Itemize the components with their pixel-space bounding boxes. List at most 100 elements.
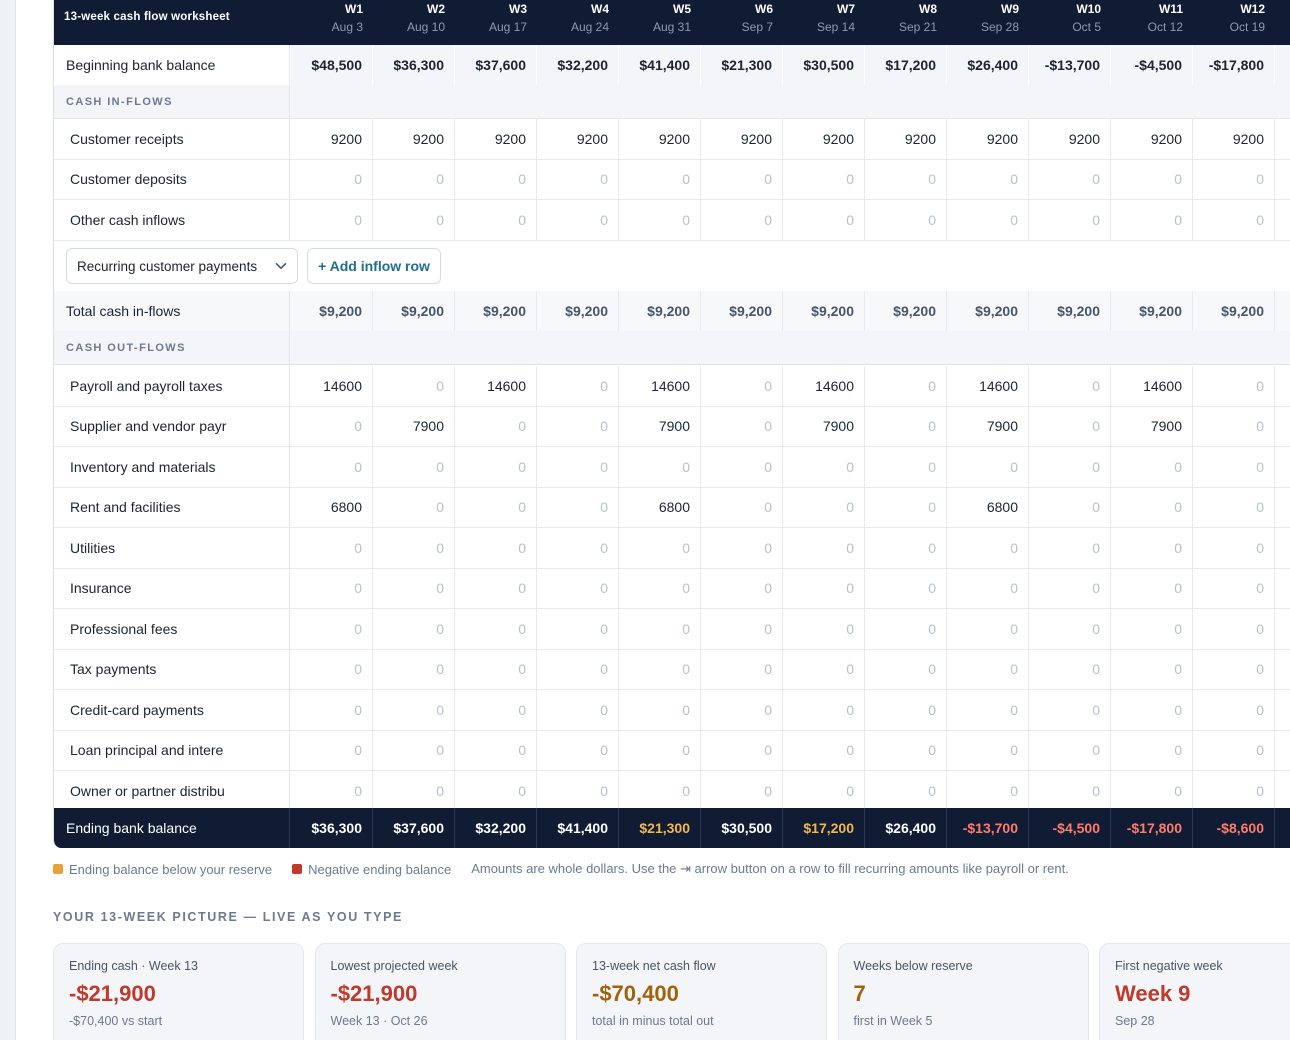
outflow-amount-input[interactable]: 0 (1029, 730, 1111, 770)
outflow-amount-input[interactable]: 0 (1193, 770, 1275, 811)
outflow-amount-input[interactable]: 0 (455, 608, 537, 649)
inflow-amount-input[interactable]: 9200 (455, 118, 537, 159)
outflow-amount-input[interactable]: 0 (455, 527, 537, 568)
outflow-amount-input[interactable]: 0 (537, 608, 619, 649)
outflow-amount-input[interactable]: 0 (537, 365, 619, 406)
outflow-amount-input[interactable]: 0 (291, 527, 373, 568)
outflow-amount-input[interactable]: 0 (783, 689, 865, 730)
outflow-amount-input[interactable]: 0 (619, 527, 701, 568)
inflow-amount-input[interactable]: 0 (373, 199, 455, 240)
outflow-amount-input[interactable]: 0 (455, 730, 537, 770)
outflow-amount-input[interactable]: 0 (537, 568, 619, 608)
inflow-amount-input[interactable]: 0 (619, 199, 701, 240)
outflow-amount-input[interactable]: 0 (537, 446, 619, 487)
outflow-amount-input[interactable]: 0 (1111, 487, 1193, 527)
outflow-amount-input[interactable]: 0 (619, 649, 701, 689)
inflow-amount-input[interactable]: 9200 (1193, 118, 1275, 159)
outflow-amount-input[interactable]: 0 (619, 689, 701, 730)
outflow-amount-input[interactable]: 0 (947, 770, 1029, 811)
outflow-amount-input[interactable]: 0 (865, 689, 947, 730)
outflow-amount-input[interactable]: 0 (783, 770, 865, 811)
outflow-amount-input[interactable]: 0 (1111, 446, 1193, 487)
outflow-amount-input[interactable]: 0 (1111, 649, 1193, 689)
add-inflow-row-button[interactable]: + Add inflow row (307, 248, 441, 284)
outflow-amount-input[interactable]: 0 (701, 487, 783, 527)
inflow-amount-input[interactable]: 0 (865, 159, 947, 199)
outflow-amount-input[interactable]: 0 (783, 568, 865, 608)
outflow-amount-input[interactable]: 0 (291, 730, 373, 770)
inflow-amount-input[interactable]: 0 (865, 199, 947, 240)
inflow-amount-input[interactable]: 0 (619, 159, 701, 199)
outflow-amount-input[interactable]: 7900 (783, 406, 865, 446)
outflow-amount-input[interactable]: 0 (373, 365, 455, 406)
outflow-amount-input[interactable]: 0 (1029, 446, 1111, 487)
inflow-amount-input[interactable]: 0 (537, 199, 619, 240)
outflow-amount-input[interactable]: 0 (783, 487, 865, 527)
outflow-amount-input[interactable]: 0 (455, 568, 537, 608)
outflow-amount-input[interactable]: 0 (865, 730, 947, 770)
outflow-amount-input[interactable]: 0 (373, 527, 455, 568)
outflow-amount-input[interactable]: 0 (537, 487, 619, 527)
outflow-amount-input[interactable]: 7900 (619, 406, 701, 446)
outflow-amount-input[interactable]: 0 (1111, 730, 1193, 770)
outflow-amount-input[interactable]: 0 (1111, 608, 1193, 649)
outflow-amount-input[interactable]: 7900 (373, 406, 455, 446)
inflow-amount-input[interactable]: 0 (1111, 159, 1193, 199)
outflow-amount-input[interactable]: 14600 (947, 365, 1029, 406)
outflow-amount-input[interactable]: 0 (865, 527, 947, 568)
outflow-amount-input[interactable]: 0 (701, 446, 783, 487)
outflow-amount-input[interactable]: 14600 (455, 365, 537, 406)
outflow-amount-input[interactable]: 0 (947, 527, 1029, 568)
outflow-amount-input[interactable]: 0 (291, 689, 373, 730)
outflow-amount-input[interactable]: 0 (455, 649, 537, 689)
outflow-amount-input[interactable]: 0 (1029, 689, 1111, 730)
outflow-amount-input[interactable]: 14600 (291, 365, 373, 406)
inflow-amount-input[interactable]: 0 (291, 159, 373, 199)
outflow-amount-input[interactable]: 0 (701, 365, 783, 406)
outflow-amount-input[interactable]: 0 (947, 446, 1029, 487)
outflow-amount-input[interactable]: 0 (1193, 730, 1275, 770)
inflow-amount-input[interactable]: 0 (1193, 159, 1275, 199)
outflow-amount-input[interactable]: 0 (783, 527, 865, 568)
outflow-amount-input[interactable]: 0 (865, 446, 947, 487)
inflow-amount-input[interactable]: 0 (537, 159, 619, 199)
outflow-amount-input[interactable]: 6800 (619, 487, 701, 527)
inflow-amount-input[interactable]: 0 (373, 159, 455, 199)
outflow-amount-input[interactable]: 0 (1111, 568, 1193, 608)
outflow-amount-input[interactable]: 7900 (947, 406, 1029, 446)
outflow-amount-input[interactable]: 0 (701, 608, 783, 649)
outflow-amount-input[interactable]: 0 (1111, 527, 1193, 568)
outflow-amount-input[interactable]: 0 (373, 446, 455, 487)
inflow-amount-input[interactable]: 9200 (619, 118, 701, 159)
outflow-amount-input[interactable]: 0 (619, 608, 701, 649)
outflow-amount-input[interactable]: 0 (1029, 365, 1111, 406)
outflow-amount-input[interactable]: 0 (1029, 406, 1111, 446)
inflow-amount-input[interactable]: 0 (1193, 199, 1275, 240)
outflow-amount-input[interactable]: 0 (947, 730, 1029, 770)
outflow-amount-input[interactable]: 0 (1193, 487, 1275, 527)
inflow-amount-input[interactable]: 0 (947, 199, 1029, 240)
outflow-amount-input[interactable]: 0 (1029, 770, 1111, 811)
outflow-amount-input[interactable]: 0 (455, 446, 537, 487)
outflow-amount-input[interactable]: 0 (1111, 689, 1193, 730)
outflow-amount-input[interactable]: 0 (947, 608, 1029, 649)
outflow-amount-input[interactable]: 0 (1193, 406, 1275, 446)
outflow-amount-input[interactable]: 0 (1193, 446, 1275, 487)
outflow-amount-input[interactable]: 0 (947, 649, 1029, 689)
inflow-amount-input[interactable]: 0 (455, 159, 537, 199)
outflow-amount-input[interactable]: 0 (291, 770, 373, 811)
outflow-amount-input[interactable]: 0 (537, 730, 619, 770)
outflow-amount-input[interactable]: 0 (537, 649, 619, 689)
outflow-amount-input[interactable]: 0 (537, 406, 619, 446)
inflow-amount-input[interactable]: 0 (947, 159, 1029, 199)
inflow-amount-input[interactable]: 9200 (537, 118, 619, 159)
inflow-amount-input[interactable]: 9200 (783, 118, 865, 159)
outflow-amount-input[interactable]: 0 (291, 568, 373, 608)
outflow-amount-input[interactable]: 0 (783, 649, 865, 689)
outflow-amount-input[interactable]: 0 (947, 689, 1029, 730)
outflow-amount-input[interactable]: 0 (373, 487, 455, 527)
outflow-amount-input[interactable]: 0 (1029, 487, 1111, 527)
outflow-amount-input[interactable]: 0 (373, 568, 455, 608)
outflow-amount-input[interactable]: 0 (291, 649, 373, 689)
inflow-amount-input[interactable]: 0 (1029, 159, 1111, 199)
